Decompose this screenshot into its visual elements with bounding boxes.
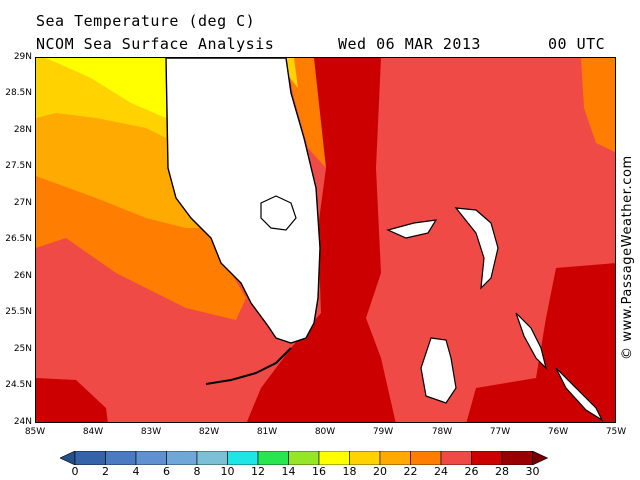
abaco	[454, 207, 499, 290]
lon-label: 85W	[24, 427, 46, 437]
scale-swatch	[227, 451, 259, 465]
lat-label: 28N	[13, 125, 32, 135]
valid-date: Wed 06 MAR 2013	[338, 35, 481, 53]
lat-label: 28.5N	[5, 88, 32, 98]
band-26-28-gulfstream	[246, 58, 396, 422]
band-16-18-gulf	[46, 58, 166, 118]
scale-swatch	[318, 451, 350, 465]
band-26-28-southwest	[36, 378, 108, 422]
scale-label: 18	[342, 465, 357, 478]
exuma-cays	[555, 367, 604, 422]
scale-label: 22	[403, 465, 418, 478]
lat-label: 24.5N	[5, 380, 32, 390]
scale-swatch	[410, 451, 442, 465]
florida-land	[165, 58, 321, 344]
scale-swatch	[105, 451, 137, 465]
eleuthera	[515, 312, 548, 370]
lon-label: 81W	[256, 427, 278, 437]
band-22-24-gulf	[36, 58, 615, 320]
lon-label: 80W	[314, 427, 336, 437]
lon-label: 84W	[82, 427, 104, 437]
florida-keys	[205, 347, 292, 385]
copyright-credit: © www.PassageWeather.com	[620, 155, 635, 360]
sst-map-canvas	[36, 58, 615, 422]
lon-label: 77W	[489, 427, 511, 437]
scale-label: 4	[132, 465, 140, 478]
scale-swatch	[166, 451, 198, 465]
lat-label: 27.5N	[5, 161, 32, 171]
sst-map	[35, 57, 616, 423]
scale-swatch	[135, 451, 167, 465]
scale-label: 2	[102, 465, 109, 478]
scale-label: 28	[495, 465, 509, 478]
lat-label: 24N	[13, 417, 32, 427]
lat-label: 26N	[13, 271, 32, 281]
scale-swatch	[74, 451, 106, 465]
scale-arrow-low	[60, 451, 76, 465]
chart-subtitle: NCOM Sea Surface Analysis	[36, 35, 275, 53]
scale-swatch	[349, 451, 381, 465]
lon-label: 79W	[372, 427, 394, 437]
lat-label: 26.5N	[5, 234, 32, 244]
scale-label: 14	[281, 465, 296, 478]
scale-label: 20	[373, 465, 387, 478]
lon-label: 75W	[605, 427, 627, 437]
lon-label: 83W	[140, 427, 162, 437]
grand-bahama	[386, 219, 438, 239]
lake-okeechobee	[260, 195, 297, 231]
lon-label: 76W	[547, 427, 569, 437]
lat-label: 27N	[13, 198, 32, 208]
scale-label: 16	[312, 465, 326, 478]
lon-label: 78W	[431, 427, 453, 437]
valid-time: 00 UTC	[548, 35, 606, 53]
band-22-24-northeast	[581, 58, 615, 153]
scale-swatch	[440, 451, 472, 465]
scale-swatch	[288, 451, 320, 465]
scale-label: 10	[220, 465, 235, 478]
scale-swatch	[471, 451, 503, 465]
scale-swatch	[196, 451, 228, 465]
scale-label: 12	[251, 465, 265, 478]
scale-swatch	[501, 451, 533, 465]
lat-label: 25N	[13, 344, 32, 354]
scale-label: 26	[464, 465, 479, 478]
andros	[420, 337, 457, 404]
lat-label: 25.5N	[5, 307, 32, 317]
lat-label: 29N	[13, 52, 32, 62]
scale-swatch	[379, 451, 411, 465]
scale-label: 0	[71, 465, 79, 478]
lon-label: 82W	[198, 427, 220, 437]
scale-label: 8	[193, 465, 201, 478]
band-26-28-southeast	[466, 263, 615, 422]
color-scale-bar	[60, 451, 549, 465]
chart-title: Sea Temperature (deg C)	[36, 12, 256, 30]
scale-arrow-high	[532, 451, 549, 465]
scale-label: 30	[525, 465, 540, 478]
scale-swatch	[257, 451, 289, 465]
scale-label: 6	[163, 465, 170, 478]
scale-label: 24	[434, 465, 448, 478]
